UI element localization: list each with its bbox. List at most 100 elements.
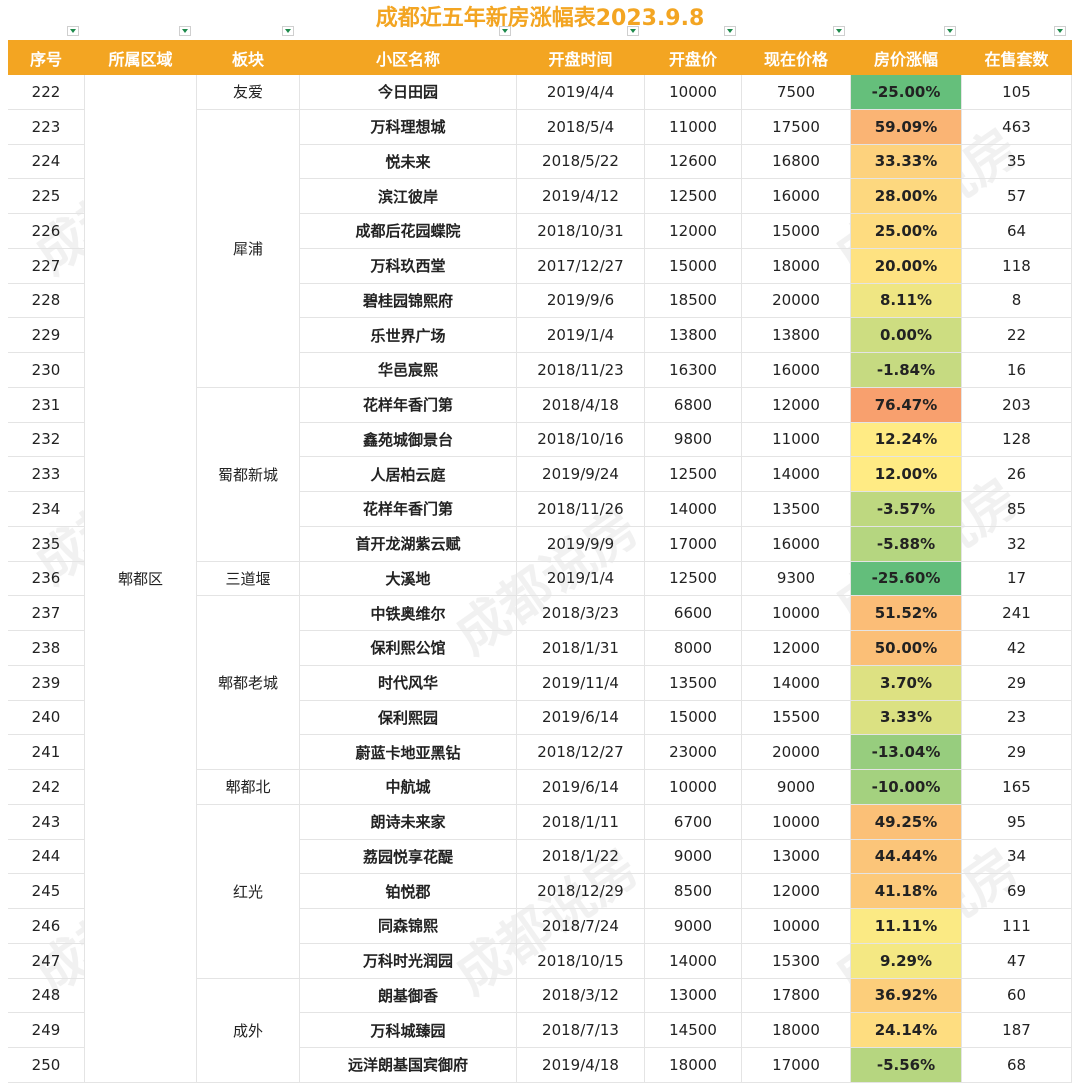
open-price: 10000: [645, 75, 742, 110]
open-date: 2019/4/12: [517, 179, 645, 214]
price-change: 24.14%: [851, 1013, 962, 1048]
open-date: 2019/4/18: [517, 1048, 645, 1083]
units-on-sale: 187: [962, 1013, 1072, 1048]
open-date: 2019/9/6: [517, 283, 645, 319]
open-price: 14000: [645, 943, 742, 979]
sector-cell: 红光: [197, 804, 300, 979]
row-number: 234: [8, 492, 85, 527]
filter-button[interactable]: [944, 26, 956, 36]
current-price: 20000: [742, 735, 851, 770]
open-date: 2019/4/4: [517, 75, 645, 110]
current-price: 12000: [742, 874, 851, 909]
price-change: 3.70%: [851, 665, 962, 701]
project-name: 远洋朗基国宾御府: [300, 1048, 517, 1083]
project-name: 中铁奥维尔: [300, 596, 517, 631]
filter-button[interactable]: [833, 26, 845, 36]
price-change: 9.29%: [851, 943, 962, 979]
units-on-sale: 118: [962, 248, 1072, 284]
row-number: 247: [8, 943, 85, 979]
open-date: 2018/10/15: [517, 943, 645, 979]
units-on-sale: 69: [962, 874, 1072, 909]
project-name: 碧桂园锦熙府: [300, 283, 517, 319]
filter-button[interactable]: [179, 26, 191, 36]
current-price: 15300: [742, 943, 851, 979]
units-on-sale: 32: [962, 526, 1072, 562]
units-on-sale: 68: [962, 1048, 1072, 1083]
open-date: 2019/9/24: [517, 457, 645, 492]
units-on-sale: 165: [962, 770, 1072, 805]
filter-button[interactable]: [67, 26, 79, 36]
current-price: 14000: [742, 665, 851, 701]
filter-button[interactable]: [499, 26, 511, 36]
units-on-sale: 23: [962, 700, 1072, 736]
units-on-sale: 203: [962, 387, 1072, 423]
project-name: 万科理想城: [300, 109, 517, 145]
column-header: 房价涨幅: [851, 40, 962, 75]
open-price: 14000: [645, 492, 742, 527]
title: 成都近五年新房涨幅表2023.9.8: [375, 6, 705, 31]
row-number: 232: [8, 422, 85, 458]
units-on-sale: 105: [962, 75, 1072, 110]
price-change: -25.00%: [851, 75, 962, 110]
row-number: 233: [8, 457, 85, 492]
current-price: 17500: [742, 109, 851, 145]
filter-button[interactable]: [1054, 26, 1066, 36]
open-price: 12600: [645, 144, 742, 180]
current-price: 16000: [742, 353, 851, 388]
price-change: 36.92%: [851, 978, 962, 1014]
row-number: 228: [8, 283, 85, 319]
open-date: 2018/11/23: [517, 353, 645, 388]
row-number: 222: [8, 75, 85, 110]
row-number: 238: [8, 631, 85, 666]
filter-button[interactable]: [282, 26, 294, 36]
units-on-sale: 22: [962, 318, 1072, 353]
open-price: 12000: [645, 214, 742, 249]
open-date: 2017/12/27: [517, 248, 645, 284]
district-cell: 郫都区: [85, 75, 197, 1083]
open-date: 2019/6/14: [517, 770, 645, 805]
current-price: 17000: [742, 1048, 851, 1083]
row-number: 248: [8, 978, 85, 1014]
units-on-sale: 128: [962, 422, 1072, 458]
price-change: -25.60%: [851, 561, 962, 597]
project-name: 滨江彼岸: [300, 179, 517, 214]
open-price: 13800: [645, 318, 742, 353]
open-price: 6800: [645, 387, 742, 423]
project-name: 朗基御香: [300, 978, 517, 1014]
open-date: 2018/3/23: [517, 596, 645, 631]
price-change: 41.18%: [851, 874, 962, 909]
filter-button[interactable]: [724, 26, 736, 36]
row-number: 223: [8, 109, 85, 145]
units-on-sale: 26: [962, 457, 1072, 492]
row-number: 225: [8, 179, 85, 214]
column-header: 在售套数: [962, 40, 1072, 75]
column-header: 开盘时间: [517, 40, 645, 75]
project-name: 万科城臻园: [300, 1013, 517, 1048]
units-on-sale: 29: [962, 735, 1072, 770]
project-name: 花样年香门第: [300, 387, 517, 423]
row-number: 224: [8, 144, 85, 180]
open-price: 6600: [645, 596, 742, 631]
row-number: 240: [8, 700, 85, 736]
row-number: 246: [8, 909, 85, 944]
open-date: 2018/1/31: [517, 631, 645, 666]
current-price: 15500: [742, 700, 851, 736]
project-name: 朗诗未来家: [300, 804, 517, 840]
row-number: 239: [8, 665, 85, 701]
units-on-sale: 57: [962, 179, 1072, 214]
row-number: 237: [8, 596, 85, 631]
open-price: 12500: [645, 561, 742, 597]
column-header: 序号: [8, 40, 85, 75]
filter-button[interactable]: [627, 26, 639, 36]
open-price: 18000: [645, 1048, 742, 1083]
row-number: 243: [8, 804, 85, 840]
units-on-sale: 29: [962, 665, 1072, 701]
row-number: 236: [8, 561, 85, 597]
project-name: 铂悦郡: [300, 874, 517, 909]
row-number: 226: [8, 214, 85, 249]
units-on-sale: 241: [962, 596, 1072, 631]
current-price: 16000: [742, 179, 851, 214]
current-price: 18000: [742, 1013, 851, 1048]
open-price: 6700: [645, 804, 742, 840]
